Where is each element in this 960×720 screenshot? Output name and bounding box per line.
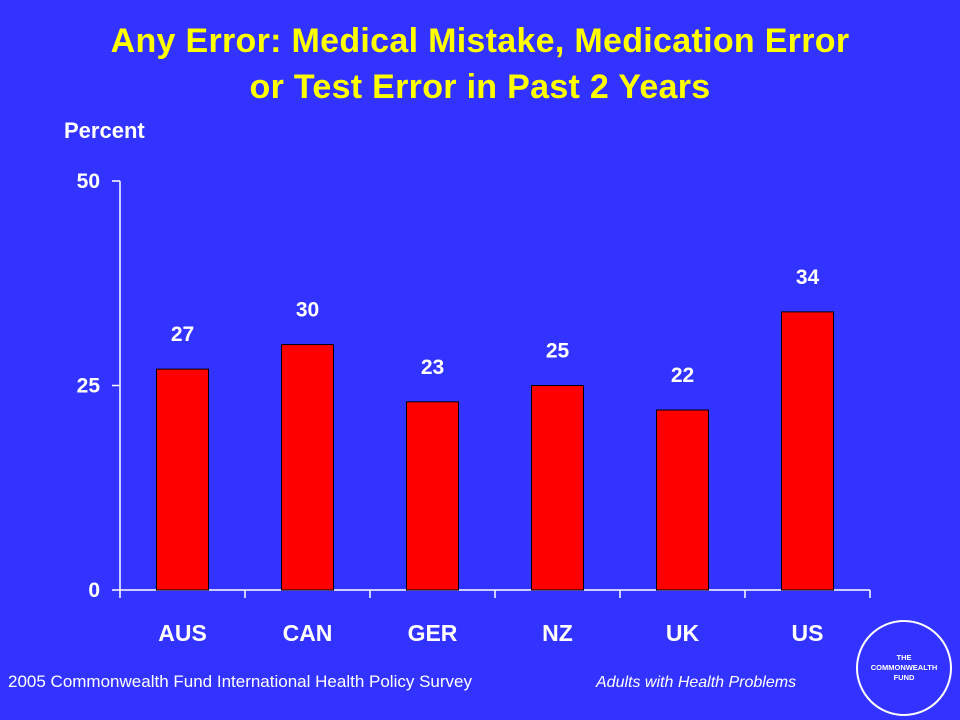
bar-uk bbox=[656, 409, 709, 591]
data-label-nz: 25 bbox=[546, 340, 570, 363]
logo-line-2: COMMONWEALTH bbox=[870, 663, 938, 672]
data-label-uk: 22 bbox=[671, 364, 694, 387]
chart-title: Any Error: Medical Mistake, Medication E… bbox=[0, 18, 960, 110]
data-label-ger: 23 bbox=[421, 356, 444, 379]
bar-can bbox=[281, 344, 334, 591]
category-label-nz: NZ bbox=[542, 620, 573, 646]
data-label-aus: 27 bbox=[171, 323, 194, 346]
logo-line-3: FUND bbox=[893, 673, 915, 682]
bar-nz bbox=[531, 385, 584, 591]
category-label-us: US bbox=[792, 620, 824, 646]
y-axis-label: Percent bbox=[64, 118, 145, 143]
logo-line-1: THE bbox=[896, 653, 912, 662]
category-label-aus: AUS bbox=[158, 620, 207, 646]
y-tick-label: 50 bbox=[77, 170, 100, 193]
y-tick-label: 0 bbox=[88, 579, 100, 602]
bar-aus bbox=[156, 368, 209, 591]
commonwealth-fund-logo: THE COMMONWEALTH FUND bbox=[856, 620, 952, 716]
y-tick-label: 25 bbox=[77, 375, 101, 398]
chart-title-line-1: Any Error: Medical Mistake, Medication E… bbox=[110, 22, 850, 60]
bar-ger bbox=[406, 401, 459, 591]
chart-title-line-2: or Test Error in Past 2 Years bbox=[249, 68, 711, 106]
data-label-can: 30 bbox=[296, 299, 319, 322]
source-note: 2005 Commonwealth Fund International Hea… bbox=[8, 672, 472, 691]
category-label-ger: GER bbox=[408, 620, 458, 646]
data-label-us: 34 bbox=[796, 266, 820, 289]
category-label-uk: UK bbox=[666, 620, 700, 646]
bar-us bbox=[781, 311, 834, 591]
population-note: Adults with Health Problems bbox=[596, 674, 797, 691]
category-label-can: CAN bbox=[283, 620, 333, 646]
